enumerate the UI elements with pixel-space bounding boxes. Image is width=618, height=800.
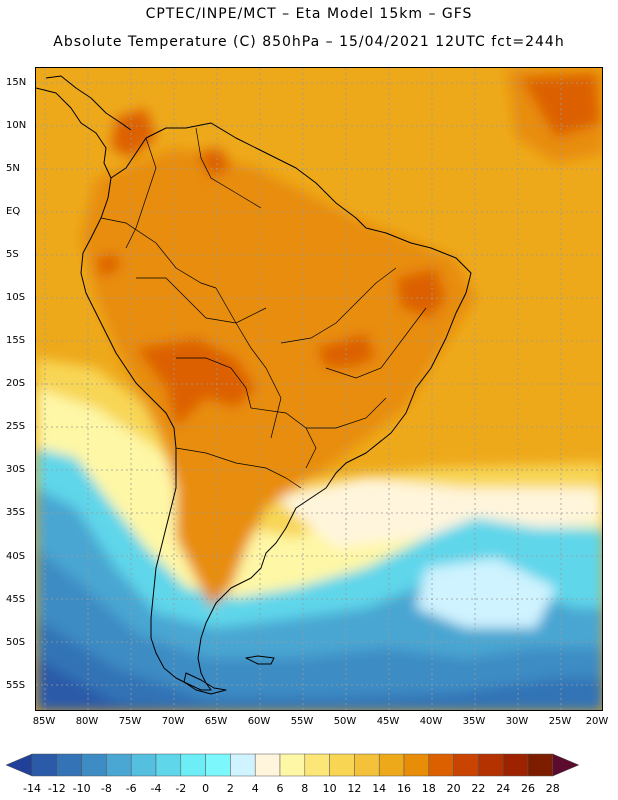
colorbar-label: -8 (100, 782, 112, 795)
lon-label: 80W (75, 716, 99, 727)
colorbar-label: -14 (23, 782, 41, 795)
lat-label: 30S (6, 464, 26, 475)
colorbar-cell (502, 753, 529, 777)
south-america-coast (80, 122, 472, 691)
lat-label: 40S (6, 551, 26, 562)
colorbar-cell (304, 753, 330, 777)
colorbar-cell (205, 753, 231, 777)
lat-label: 55S (6, 680, 26, 691)
tierra-del-fuego (183, 672, 227, 695)
colorbar-label: 26 (521, 782, 535, 795)
lat-label: 45S (6, 594, 26, 605)
colorbar-label: 6 (276, 782, 284, 795)
lon-label: 60W (247, 716, 271, 727)
colorbar-cell (478, 753, 504, 777)
colorbar-cell (428, 753, 454, 777)
caribbean-coast (45, 75, 132, 131)
graticule (36, 68, 602, 710)
coastline (36, 75, 472, 695)
colorbar-label: 4 (251, 782, 259, 795)
lon-label: 25W (548, 716, 572, 727)
temperature-map-canvas (36, 68, 602, 710)
colorbar-label: -10 (72, 782, 91, 795)
country-borders (100, 127, 427, 489)
lat-label: 5S (6, 249, 19, 260)
lon-label: 75W (118, 716, 142, 727)
colorbar-cell (378, 753, 405, 777)
colorbar-cell (279, 753, 306, 777)
map-title-line-2: Absolute Temperature (C) 850hPa – 15/04/… (53, 34, 565, 50)
lon-label: 70W (161, 716, 185, 727)
colorbar-cell (403, 753, 430, 777)
lat-label: EQ (6, 206, 21, 217)
colorbar-label: 10 (322, 782, 337, 795)
colorbar-cell (453, 753, 479, 777)
colorbar-cell (155, 753, 182, 777)
colorbar-label: 12 (347, 782, 362, 795)
colorbar-cell (329, 753, 355, 777)
colorbar-cell (56, 753, 82, 777)
colorbar-label: 8 (301, 782, 309, 795)
lat-label: 35S (6, 507, 26, 518)
lat-label: 15N (6, 77, 27, 88)
colorbar-cell (527, 753, 554, 777)
colorbar-label: 28 (545, 782, 560, 795)
colorbar-label: 16 (397, 782, 411, 795)
colorbar-label: -2 (175, 782, 187, 795)
lat-label: 25S (6, 421, 26, 432)
lon-label: 55W (290, 716, 314, 727)
colorbar-label: 14 (372, 782, 387, 795)
colorbar-cell (106, 753, 132, 777)
colorbar (6, 753, 580, 777)
lon-label: 50W (333, 716, 357, 727)
colorbar-cell (254, 753, 281, 777)
colorbar-cells (6, 753, 580, 777)
colorbar-label: 18 (421, 782, 436, 795)
colorbar-arrow-low (6, 753, 33, 777)
colorbar-label: -6 (125, 782, 137, 795)
lon-label: 20W (585, 716, 609, 727)
colorbar-label: 24 (496, 782, 511, 795)
lon-label: 45W (376, 716, 400, 727)
colorbar-cell (31, 753, 58, 777)
central-america-coast (36, 87, 112, 179)
colorbar-label: 20 (446, 782, 461, 795)
map-title-line-1: CPTEC/INPE/MCT – Eta Model 15km – GFS (145, 6, 473, 22)
lon-label: 65W (204, 716, 228, 727)
colorbar-cell (130, 753, 157, 777)
colorbar-cell (81, 753, 107, 777)
colorbar-label: 0 (202, 782, 210, 795)
lon-label: 35W (462, 716, 486, 727)
lat-label: 15S (6, 335, 26, 346)
colorbar-cell (354, 753, 380, 777)
colorbar-label: -4 (150, 782, 162, 795)
lat-label: 20S (6, 378, 26, 389)
falklands (245, 655, 275, 665)
lat-label: 50S (6, 637, 26, 648)
temperature-map (35, 67, 603, 711)
colorbar-cell (180, 753, 206, 777)
colorbar-label: 2 (226, 782, 234, 795)
lon-label: 85W (32, 716, 56, 727)
lat-label: 5N (6, 163, 20, 174)
colorbar-label: -12 (47, 782, 66, 795)
lon-label: 40W (419, 716, 443, 727)
colorbar-arrow-high (552, 753, 580, 777)
colorbar-label: 22 (471, 782, 486, 795)
lon-label: 30W (505, 716, 529, 727)
lat-label: 10N (6, 120, 27, 131)
lat-label: 10S (6, 292, 26, 303)
colorbar-cell (230, 753, 256, 777)
